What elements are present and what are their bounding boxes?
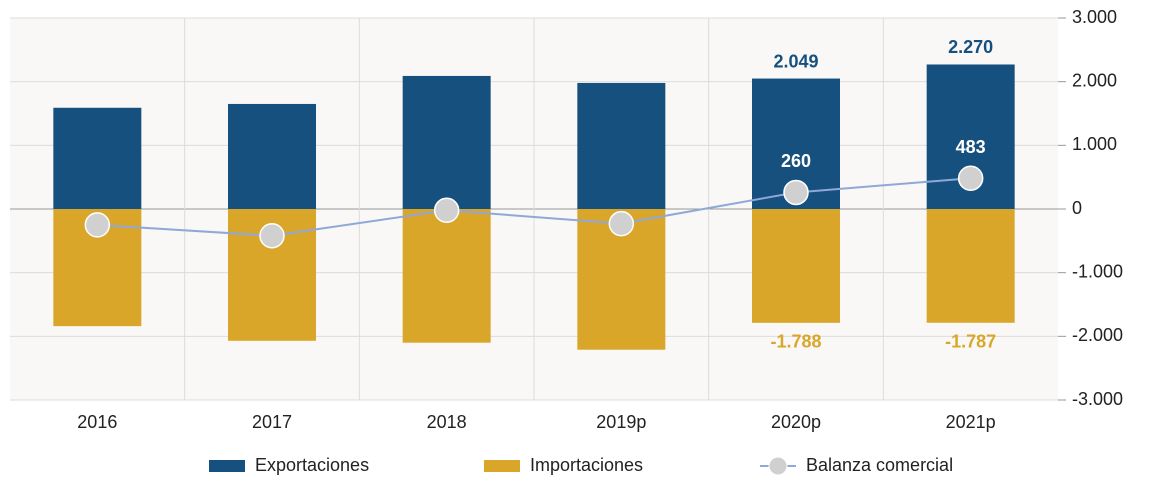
legend-label: Importaciones <box>530 455 643 475</box>
y-tick-label: 2.000 <box>1072 70 1117 90</box>
value-label: 2.049 <box>773 51 818 71</box>
y-tick-label: -1.000 <box>1072 261 1123 281</box>
marker <box>957 165 984 191</box>
x-tick-label: 2018 <box>427 412 467 432</box>
bar <box>402 75 491 209</box>
marker <box>259 222 285 249</box>
marker <box>608 210 635 237</box>
value-label: 260 <box>781 151 811 171</box>
bar <box>926 209 1015 323</box>
y-tick-label: -2.000 <box>1072 325 1123 345</box>
bar <box>53 107 142 209</box>
value-label: -1.788 <box>770 332 821 352</box>
x-tick-label: 2021p <box>946 412 996 432</box>
y-tick-label: 1.000 <box>1072 134 1117 154</box>
value-label: 2.270 <box>948 37 993 57</box>
x-tick-label: 2016 <box>77 412 117 432</box>
x-tick-label: 2020p <box>771 412 821 432</box>
bar <box>402 209 491 343</box>
line <box>97 177 971 237</box>
legend-label: Balanza comercial <box>806 455 953 475</box>
legend-swatch <box>209 460 245 472</box>
legend-swatch <box>768 456 788 476</box>
bar <box>752 209 840 323</box>
legend-swatch <box>484 460 520 472</box>
value-label: 483 <box>956 137 986 157</box>
value-label: -1.787 <box>945 332 996 352</box>
y-tick-label: 3.000 <box>1072 7 1117 27</box>
legend-label: Exportaciones <box>255 455 369 475</box>
y-tick-label: -3.000 <box>1072 389 1123 409</box>
y-tick-label: 0 <box>1072 198 1082 218</box>
marker <box>84 212 111 238</box>
x-tick-label: 2019p <box>596 412 646 432</box>
marker <box>783 179 809 206</box>
marker <box>433 197 460 224</box>
bar <box>228 103 316 209</box>
x-tick-label: 2017 <box>252 412 292 432</box>
bar <box>577 82 666 209</box>
